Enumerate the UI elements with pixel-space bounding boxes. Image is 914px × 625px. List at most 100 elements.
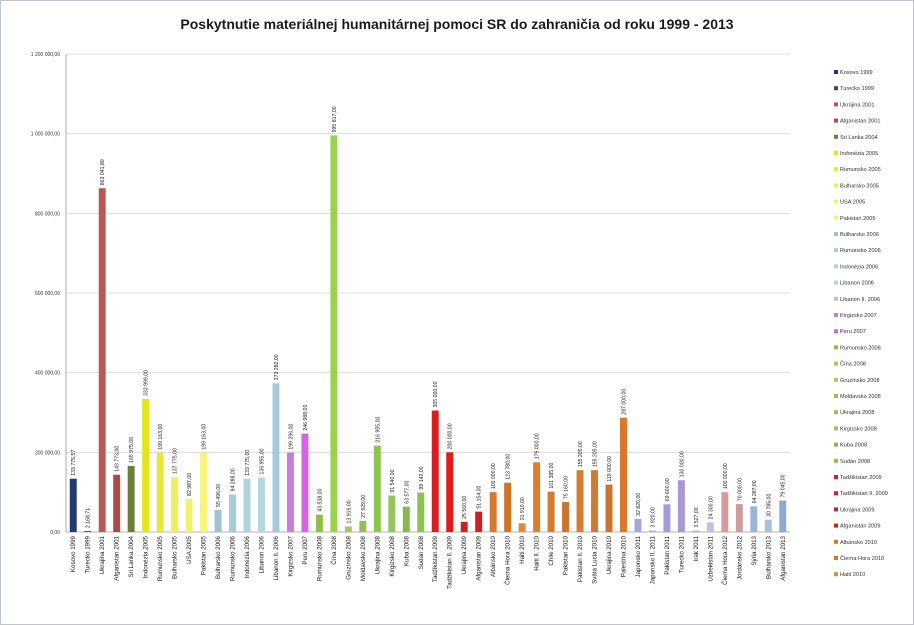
legend-item: USA 2005 xyxy=(840,200,865,206)
bar xyxy=(706,522,714,532)
legend-item: Pakistan 2005 xyxy=(840,216,875,222)
bar xyxy=(286,452,294,532)
legend-swatch xyxy=(834,313,838,317)
bar xyxy=(634,518,642,532)
data-label: 305 000,00 xyxy=(433,381,439,407)
bar xyxy=(156,452,164,532)
legend-swatch xyxy=(834,118,838,123)
data-label: 25 560,00 xyxy=(462,496,468,519)
data-label: 165 975,00 xyxy=(129,437,135,463)
x-tick-label: Ukrajina 2008 xyxy=(374,535,381,574)
y-tick-label: 800 000,00 xyxy=(35,211,60,217)
data-label: 3 920,00 xyxy=(650,507,656,527)
data-label: 94 288,00 xyxy=(231,468,237,491)
x-tick-label: Japonsko 2011 xyxy=(635,535,642,577)
legend-swatch xyxy=(834,442,838,447)
bar xyxy=(373,445,381,532)
data-label: 99 142,00 xyxy=(419,466,425,489)
x-tick-label: Afganistan 2001 xyxy=(114,535,121,580)
bar xyxy=(431,410,439,532)
bar xyxy=(402,506,410,532)
data-label: 143 773,00 xyxy=(115,446,121,472)
bar xyxy=(547,491,555,532)
x-tick-label: Sudán 2008 xyxy=(418,535,425,569)
bar xyxy=(142,398,150,532)
bar xyxy=(243,478,251,532)
legend-item: Indonézia 2005 xyxy=(840,151,878,157)
legend-swatch xyxy=(834,151,838,155)
bar xyxy=(200,452,208,532)
bar xyxy=(518,523,526,532)
bar xyxy=(301,433,309,532)
legend-item: Kirgizsko 2008 xyxy=(840,426,877,432)
data-label: 100 000,00 xyxy=(723,463,729,489)
legend-item: Ukrajina 2009 xyxy=(840,507,875,513)
bar xyxy=(127,465,135,532)
bar xyxy=(663,504,671,532)
data-label: 63 577,00 xyxy=(404,480,410,503)
legend-item: Indonézia 2006 xyxy=(840,264,878,270)
legend-item: Moldavsko 2008 xyxy=(840,394,881,400)
legend-swatch xyxy=(834,232,838,236)
legend-swatch xyxy=(834,248,838,253)
x-tick-label: Svätá Lucia 2010 xyxy=(592,535,599,583)
legend-swatch xyxy=(834,264,838,269)
x-tick-label: Kirgizsko 2007 xyxy=(287,535,294,576)
x-tick-label: Pakistan 2010 xyxy=(563,535,570,575)
data-label: 995 817,00 xyxy=(332,106,338,132)
bar xyxy=(692,530,700,532)
data-label: 155 205,00 xyxy=(593,441,599,467)
legend-item: Afganistan 2001 xyxy=(840,119,880,125)
data-label: 136 955,00 xyxy=(259,448,265,474)
bar xyxy=(272,383,280,532)
x-tick-label: Kirgizsko 2008 xyxy=(389,535,396,576)
x-tick-label: USA 2005 xyxy=(186,535,193,563)
x-tick-label: Uzbekistan 2011 xyxy=(707,535,714,581)
y-tick-label: 200 000,00 xyxy=(35,450,60,456)
bar xyxy=(214,509,222,532)
data-label: 199 163,00 xyxy=(202,424,208,450)
legend-item: Peru 2007 xyxy=(840,329,866,335)
y-tick-label: 600 000,00 xyxy=(35,291,60,297)
legend-swatch xyxy=(834,523,838,528)
x-tick-label: Albánsko 2010 xyxy=(490,535,497,576)
x-tick-label: Moldavsko 2008 xyxy=(360,535,367,581)
data-label: 91 540,00 xyxy=(390,469,396,492)
x-tick-label: Čierna Hora 2012 xyxy=(722,535,729,584)
data-label: 133 775,57 xyxy=(71,450,77,476)
bar xyxy=(750,506,758,532)
bar xyxy=(533,462,541,532)
data-label: 130 000,00 xyxy=(679,451,685,477)
x-tick-label: Pakistan II. 2010 xyxy=(577,535,584,582)
legend-item: Afganistan 2009 xyxy=(840,524,880,530)
x-tick-label: Kosovo 1999 xyxy=(70,535,77,572)
data-label: 70 000,00 xyxy=(737,478,743,501)
legend-swatch xyxy=(834,539,838,544)
data-label: 2 168,71 xyxy=(86,508,92,528)
bar xyxy=(576,470,584,532)
x-tick-label: Sri Lanka 2004 xyxy=(128,535,135,577)
data-label: 133 775,00 xyxy=(245,450,251,476)
data-label: 55 496,00 xyxy=(216,484,222,507)
x-tick-label: Turecko 2011 xyxy=(678,535,685,573)
legend-swatch xyxy=(834,556,838,560)
bar xyxy=(113,474,121,532)
legend-swatch xyxy=(834,215,838,220)
bar xyxy=(171,477,179,532)
legend-swatch xyxy=(834,296,838,301)
bar xyxy=(98,188,106,532)
legend-item: Ukrajina 2001 xyxy=(840,102,875,108)
bar xyxy=(446,452,454,532)
bar xyxy=(489,492,497,532)
x-tick-label: Pakistan 2005 xyxy=(201,535,208,575)
legend-item: Kuba 2008 xyxy=(840,443,867,449)
bar xyxy=(229,494,236,532)
legend-item: Libanon 2006 xyxy=(840,281,874,287)
data-label: 287 000,00 xyxy=(621,389,627,415)
data-label: 43 538,00 xyxy=(317,488,323,511)
bar xyxy=(344,526,352,532)
x-tick-label: Japonsko II. 2011 xyxy=(649,535,656,584)
legend-swatch xyxy=(834,199,838,204)
bar xyxy=(721,492,729,532)
